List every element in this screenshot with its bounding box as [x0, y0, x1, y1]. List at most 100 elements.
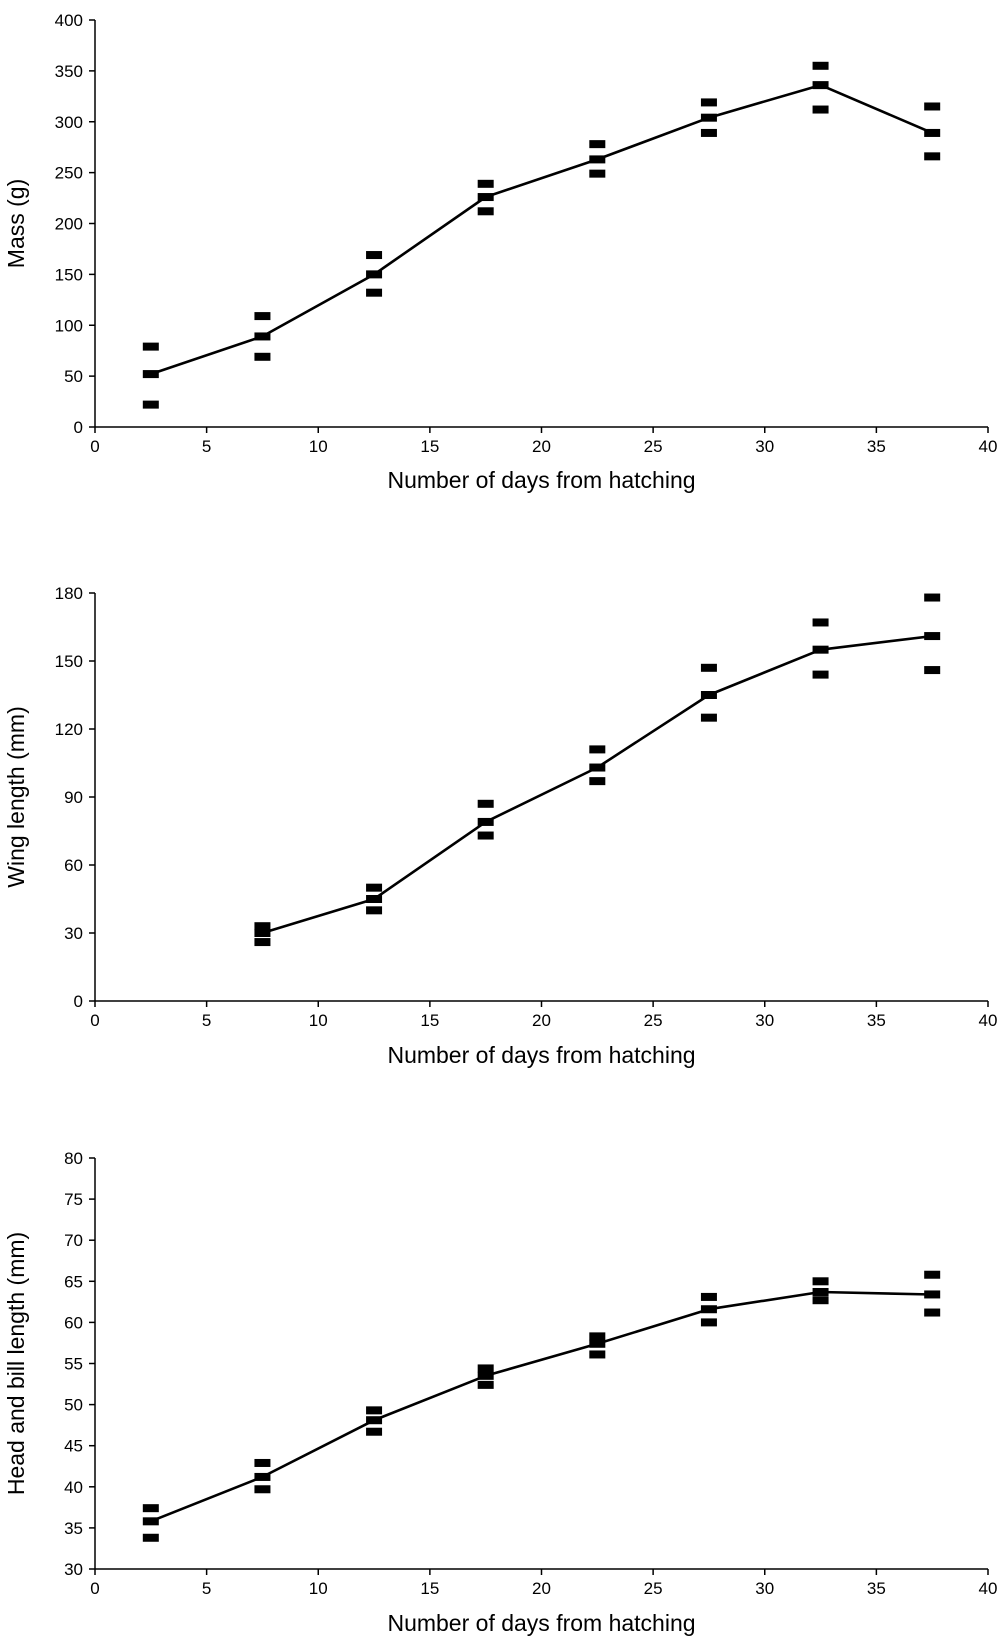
upper-marker	[700, 663, 717, 672]
upper-marker	[142, 342, 159, 351]
x-tick-label: 35	[867, 1579, 886, 1598]
lower-marker	[589, 777, 606, 786]
mean-marker	[589, 155, 606, 164]
upper-marker	[589, 1332, 606, 1341]
y-tick-label: 75	[64, 1190, 83, 1209]
mean-marker	[142, 370, 159, 379]
y-tick-label: 60	[64, 1313, 83, 1332]
y-tick-label: 60	[64, 856, 83, 875]
mass-chart: 0 5 10 15 20 25 30 35 40050100150200250300350400…	[3, 11, 997, 493]
lower-marker	[924, 1308, 941, 1317]
lower-marker	[812, 1296, 829, 1305]
upper-marker	[924, 1270, 941, 1279]
lower-marker	[700, 1318, 717, 1327]
y-tick-label: 120	[55, 720, 83, 739]
wing-length-chart: 0 5 10 15 20 25 30 35 40 0 30 60 90 120 150 180 Number o…	[3, 584, 997, 1068]
x-tick-label: 20	[532, 1011, 551, 1030]
y-tick-label: 50	[64, 367, 83, 386]
x-tick-label: 35	[867, 437, 886, 456]
mean-marker	[254, 929, 271, 937]
mean-marker	[142, 1517, 159, 1526]
lower-marker	[589, 169, 606, 178]
upper-marker	[589, 140, 606, 149]
mean-marker	[254, 332, 271, 341]
x-tick-label: 20	[532, 437, 551, 456]
mean-marker	[477, 1371, 494, 1380]
upper-marker	[477, 1364, 494, 1373]
lower-marker	[477, 207, 494, 216]
y-tick-label: 35	[64, 1519, 83, 1538]
mean-marker	[366, 270, 383, 279]
y-tick-label: 30	[64, 1560, 83, 1579]
y-axis-title: Mass (g)	[3, 179, 29, 268]
lower-marker	[477, 1380, 494, 1389]
lower-marker	[924, 152, 941, 161]
mean-marker	[812, 1287, 829, 1296]
upper-marker	[477, 799, 494, 808]
mean-marker	[812, 645, 829, 654]
lower-marker	[366, 1427, 383, 1436]
y-tick-label: 90	[64, 788, 83, 807]
mean-marker	[366, 1416, 383, 1425]
upper-marker	[142, 1504, 159, 1513]
x-tick-label: 5	[202, 1011, 211, 1030]
x-tick-label: 40	[979, 1579, 998, 1598]
y-tick-label: 65	[64, 1272, 83, 1291]
lower-marker	[700, 128, 717, 137]
upper-marker	[254, 922, 271, 931]
lower-marker	[142, 400, 159, 409]
mean-marker	[477, 817, 494, 826]
y-tick-label: 150	[55, 652, 83, 671]
upper-marker	[366, 251, 383, 260]
lower-marker	[477, 831, 494, 840]
mean-line	[150, 1290, 933, 1523]
upper-marker	[924, 102, 941, 111]
lower-marker	[812, 105, 829, 114]
lower-marker	[812, 670, 829, 679]
y-tick-label: 250	[55, 164, 83, 183]
y-tick-label: 40	[64, 1478, 83, 1497]
lower-marker	[254, 938, 271, 947]
y-axis-title: Head and bill length (mm)	[3, 1232, 29, 1495]
y-tick-label: 45	[64, 1437, 83, 1456]
y-tick-label: 0	[74, 992, 83, 1011]
upper-marker	[700, 1292, 717, 1301]
x-tick-label: 30	[755, 1579, 774, 1598]
lower-marker	[254, 1485, 271, 1494]
mean-marker	[700, 1305, 717, 1314]
x-tick-label: 10	[309, 1011, 328, 1030]
x-tick-label: 25	[644, 437, 663, 456]
x-tick-label: 10	[309, 437, 328, 456]
x-tick-label: 25	[644, 1011, 663, 1030]
y-tick-label: 55	[64, 1355, 83, 1374]
mean-marker	[924, 128, 941, 137]
mean-marker	[589, 1339, 606, 1348]
mean-marker	[700, 113, 717, 122]
mean-marker	[477, 193, 494, 202]
x-tick-label: 40	[979, 1011, 998, 1030]
x-axis-title: Number of days from hatching	[387, 467, 695, 493]
mean-marker	[366, 895, 383, 903]
x-axis-title: Number of days from hatching	[387, 1042, 695, 1068]
mean-marker	[254, 1472, 271, 1481]
upper-marker	[254, 312, 271, 321]
y-tick-label: 200	[55, 215, 83, 234]
x-tick-label: 35	[867, 1011, 886, 1030]
x-tick-label: 30	[755, 1011, 774, 1030]
x-tick-label: 40	[979, 437, 998, 456]
x-tick-label: 0	[90, 1011, 99, 1030]
x-tick-label: 25	[644, 1579, 663, 1598]
x-tick-label: 5	[202, 1579, 211, 1598]
x-tick-label: 15	[420, 1579, 439, 1598]
y-tick-label: 100	[55, 316, 83, 335]
upper-marker	[812, 618, 829, 627]
y-tick-label: 0	[74, 418, 83, 437]
upper-marker	[366, 883, 383, 892]
y-tick-label: 70	[64, 1231, 83, 1250]
upper-marker	[924, 593, 941, 602]
y-tick-label: 80	[64, 1149, 83, 1168]
x-tick-label: 15	[420, 1011, 439, 1030]
y-tick-label: 400	[55, 11, 83, 30]
upper-marker	[254, 1458, 271, 1467]
